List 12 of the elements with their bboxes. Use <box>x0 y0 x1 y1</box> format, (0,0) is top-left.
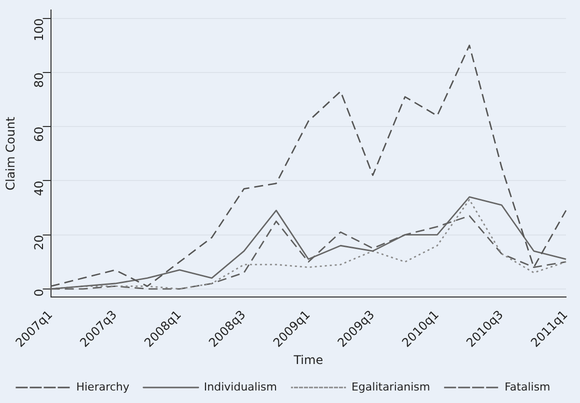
y-tick-label: 100 <box>32 18 46 42</box>
legend-label: Hierarchy <box>76 380 130 394</box>
y-tick-label: 40 <box>32 180 46 196</box>
legend-label: Individualism <box>204 380 277 394</box>
y-axis-title: Claim Count <box>3 116 18 190</box>
x-axis-title: Time <box>292 352 324 367</box>
legend-label: Fatalism <box>504 380 550 394</box>
y-tick-label: 0 <box>32 288 46 297</box>
y-tick-label: 80 <box>32 72 46 88</box>
legend-label: Egalitarianism <box>351 380 430 394</box>
y-tick-label: 60 <box>32 126 46 142</box>
y-tick-label: 20 <box>32 234 46 250</box>
